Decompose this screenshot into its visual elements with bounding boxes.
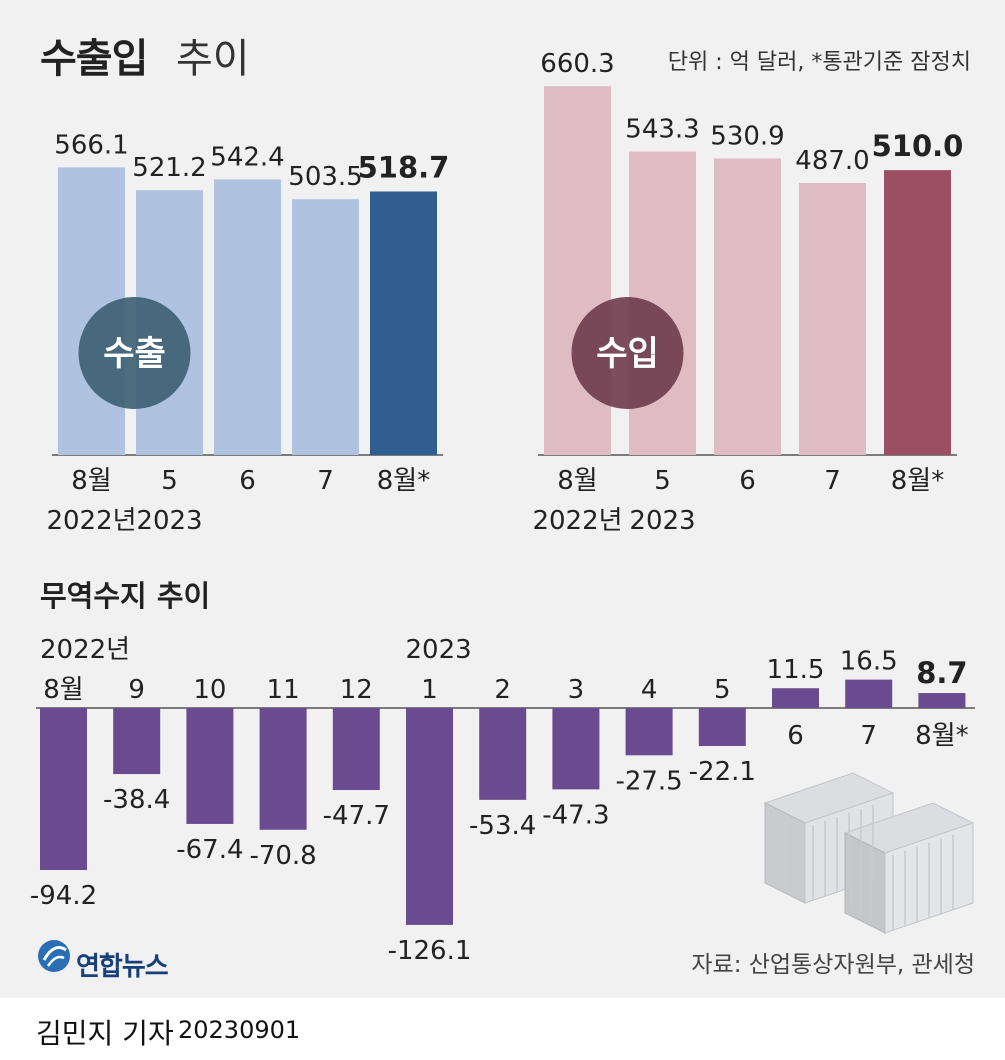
imports-category-label: 5: [654, 466, 671, 496]
exports-badge-label: 수출: [103, 334, 166, 374]
balance-category-label: 7: [860, 721, 877, 751]
balance-bar: [845, 679, 893, 708]
balance-year-label: 2023: [406, 635, 472, 665]
balance-bar: [186, 708, 234, 824]
balance-bar: [332, 708, 380, 791]
exports-category-label: 8월*: [377, 466, 430, 496]
balance-category-label: 2: [494, 675, 511, 705]
exports-value-label: 503.5: [288, 162, 362, 192]
exports-category-label: 2023: [136, 506, 202, 536]
exports-bar: [214, 179, 281, 455]
imports-bar: [799, 182, 866, 455]
charts-svg: 566.18월2022년521.252023542.46503.57518.78…: [30, 49, 975, 966]
exports-badge: [78, 297, 191, 409]
imports-badge: [571, 297, 684, 409]
balance-bar: [406, 708, 453, 925]
balance-year-label: 2022년: [40, 635, 130, 665]
exports-value-label: 518.7: [358, 150, 450, 184]
balance-value-label: 16.5: [840, 647, 898, 677]
balance-value-label: -67.4: [176, 835, 243, 865]
exports-category-label: 6: [239, 466, 256, 496]
imports-value-label: 543.3: [625, 115, 699, 145]
balance-bar: [40, 708, 87, 871]
balance-bar: [552, 708, 600, 790]
balance-value-label: -22.1: [689, 757, 756, 787]
balance-category-label: 12: [340, 675, 373, 705]
byline-date: 20230901: [178, 1016, 301, 1044]
imports-value-label: 487.0: [795, 146, 869, 176]
imports-bar: [884, 170, 951, 455]
balance-category-label: 4: [641, 675, 658, 705]
exports-value-label: 521.2: [132, 153, 206, 183]
exports-bar: [292, 199, 359, 455]
trade-balance-title: 무역수지 추이: [40, 579, 211, 613]
exports-category-label: 5: [161, 466, 178, 496]
shipping-containers-illustration: [763, 772, 975, 934]
balance-value-label: 11.5: [767, 655, 825, 685]
imports-category-label: 8월*: [891, 466, 944, 496]
imports-category-label: 2022년: [532, 506, 622, 536]
byline-bar: [0, 998, 1005, 1060]
imports-bar: [714, 158, 781, 456]
balance-value-label: 8.7: [916, 656, 967, 690]
imports-category-label: 8월: [557, 466, 597, 496]
yonhap-logo-text: 연합뉴스: [76, 952, 169, 982]
balance-bar: [113, 708, 161, 775]
exports-bar: [370, 191, 437, 456]
balance-bar: [772, 688, 819, 708]
imports-value-label: 510.0: [872, 129, 964, 163]
balance-category-label: 1: [421, 675, 438, 705]
balance-category-label: 3: [568, 675, 585, 705]
imports-bar-chart: 660.3 8월 2022년 543.3 5 2023 530.9 6 487.0 7 510.0 8…: [532, 49, 963, 536]
balance-value-label: -47.3: [542, 800, 609, 830]
balance-value-label: -94.2: [30, 881, 97, 911]
trade-balance-bar-chart: 2022년 20238월-94.29-38.410-67.411-70.812-4…: [30, 635, 975, 966]
exports-category-label: 8월: [71, 466, 111, 496]
yonhap-logo-icon: [38, 940, 70, 972]
balance-category-label: 9: [128, 675, 145, 705]
balance-bar: [698, 708, 746, 747]
exports-value-label: 566.1: [54, 130, 128, 160]
exports-value-label: 542.4: [210, 142, 284, 172]
balance-category-label: 6: [787, 721, 804, 751]
balance-value-label: -47.7: [323, 801, 390, 831]
balance-value-label: -126.1: [388, 936, 472, 966]
source-note: 자료: 산업통상자원부, 관세청: [691, 952, 975, 978]
imports-category-label: 2023: [629, 506, 695, 536]
balance-category-label: 10: [193, 675, 226, 705]
exports-category-label: 2022년: [46, 506, 136, 536]
balance-value-label: -53.4: [469, 811, 536, 841]
exports-bar-chart: 566.1 8월 2022년 521.2 5 2023 542.4 6 503.5 7 518.7 8…: [46, 130, 449, 536]
balance-value-label: -27.5: [615, 766, 682, 796]
balance-category-label: 11: [267, 675, 300, 705]
imports-category-label: 7: [824, 466, 841, 496]
imports-category-label: 6: [739, 466, 756, 496]
imports-value-label: 530.9: [710, 121, 784, 151]
balance-category-label: 8월*: [915, 721, 968, 751]
balance-category-label: 8월: [43, 675, 83, 705]
page-title: 수출입: [40, 36, 148, 82]
balance-value-label: -70.8: [249, 841, 316, 871]
imports-badge-label: 수입: [596, 334, 659, 374]
balance-category-label: 5: [714, 675, 731, 705]
balance-bar: [918, 693, 966, 708]
balance-bar: [479, 708, 527, 800]
yonhap-logo: 연합뉴스: [36, 938, 169, 982]
balance-bar: [625, 708, 673, 756]
balance-value-label: -38.4: [103, 785, 170, 815]
page-title-suffix: 추이: [176, 36, 250, 82]
byline-reporter: 김민지 기자: [36, 1017, 174, 1050]
exports-category-label: 7: [317, 466, 334, 496]
balance-bar: [259, 708, 307, 830]
unit-note: 단위 : 억 달러, *통관기준 잠정치: [667, 50, 971, 75]
imports-value-label: 660.3: [540, 49, 614, 79]
